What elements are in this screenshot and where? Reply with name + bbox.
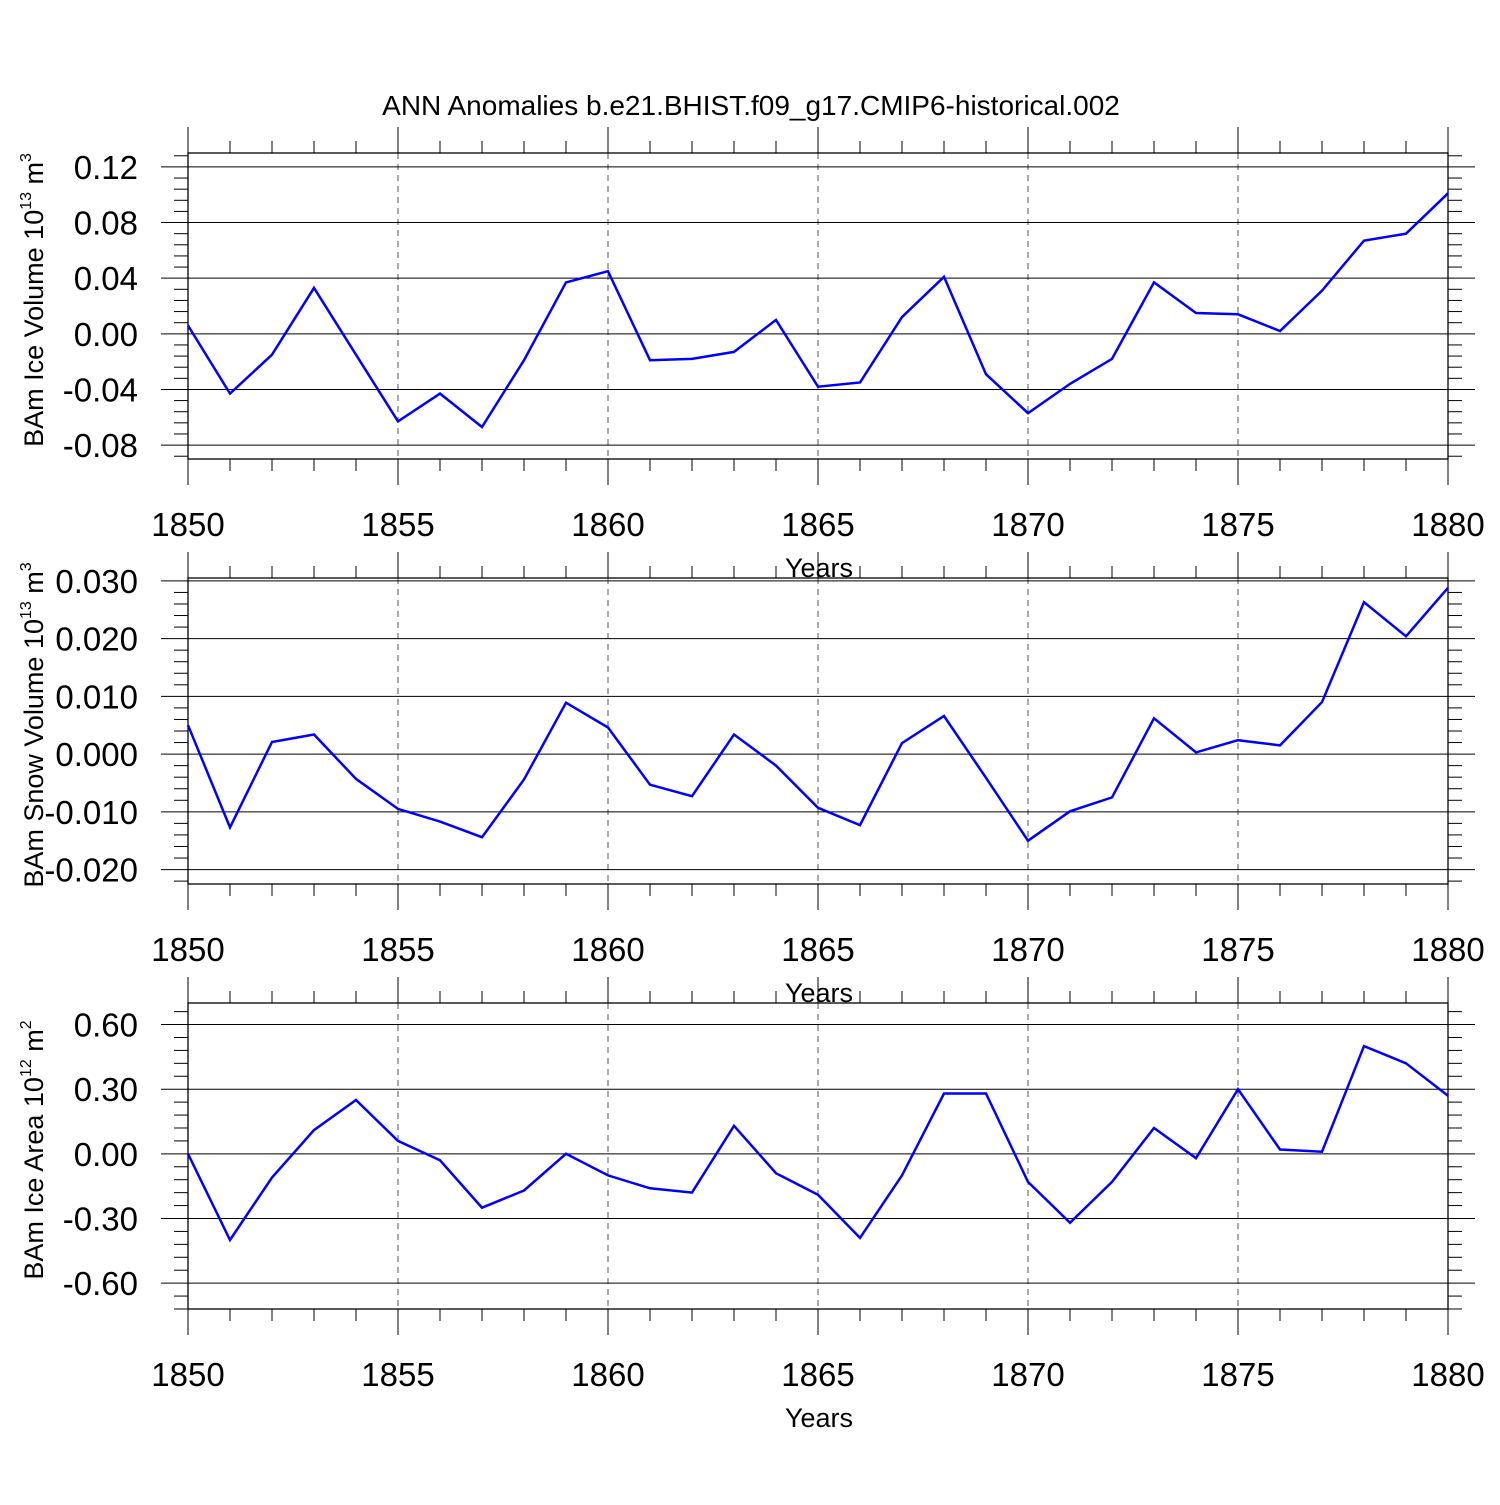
series-line bbox=[186, 1044, 1449, 1243]
y-axis-title: BAm Ice Area 1012 m2 bbox=[18, 1020, 49, 1279]
xtick-label: 1875 bbox=[1201, 931, 1274, 968]
xtick-label: 1870 bbox=[991, 506, 1064, 543]
y-axis-title-part: m bbox=[19, 571, 49, 601]
xtick-label: 1880 bbox=[1411, 506, 1484, 543]
xtick-label: 1880 bbox=[1411, 931, 1484, 968]
y-axis-title-superscript: 3 bbox=[18, 153, 35, 162]
xtick-label: 1860 bbox=[571, 931, 644, 968]
xtick-label: 1865 bbox=[781, 1356, 854, 1393]
ytick-label: -0.30 bbox=[63, 1200, 138, 1237]
ytick-label: 0.010 bbox=[55, 678, 138, 715]
ytick-label: -0.020 bbox=[44, 852, 138, 889]
xtick-label: 1860 bbox=[571, 1356, 644, 1393]
xtick-label: 1850 bbox=[151, 1356, 224, 1393]
y-axis-title-superscript: 13 bbox=[18, 601, 35, 619]
chart-title: ANN Anomalies b.e21.BHIST.f09_g17.CMIP6-… bbox=[382, 90, 1120, 121]
xtick-label: 1855 bbox=[361, 931, 434, 968]
plot-frame bbox=[187, 152, 1449, 460]
xtick-label: 1870 bbox=[991, 931, 1064, 968]
series-line bbox=[186, 586, 1449, 843]
ytick-label: -0.010 bbox=[44, 794, 138, 831]
ytick-label: -0.04 bbox=[63, 371, 138, 408]
panel-2: -0.020 -0.010 0.000 0.010 0.020 0.030 1850 1855… bbox=[18, 552, 1485, 1008]
xtick-label: 1875 bbox=[1201, 1356, 1274, 1393]
ytick-label: 0.00 bbox=[74, 1136, 138, 1173]
xtick-label: 1850 bbox=[151, 931, 224, 968]
y-axis-title-superscript: 3 bbox=[18, 562, 35, 571]
y-axis-title-superscript: 2 bbox=[18, 1020, 35, 1029]
y-axis-title-part: BAm Ice Area 10 bbox=[19, 1077, 49, 1280]
ytick-label: 0.08 bbox=[74, 205, 138, 242]
series-line bbox=[186, 192, 1449, 429]
ytick-label: -0.08 bbox=[63, 427, 138, 464]
plot-frame bbox=[187, 577, 1449, 885]
y-axis-title-superscript: 12 bbox=[18, 1059, 35, 1077]
y-axis-title: BAm Snow Volume 1013 m3 bbox=[18, 562, 49, 887]
y-axis-title: BAm Ice Volume 1013 m3 bbox=[18, 153, 49, 447]
ytick-label: 0.030 bbox=[55, 563, 138, 600]
ytick-label: 0.60 bbox=[74, 1007, 138, 1044]
xtick-label: 1855 bbox=[361, 506, 434, 543]
xtick-label: 1865 bbox=[781, 931, 854, 968]
panel-1: -0.08 -0.04 0.00 0.04 0.08 0.12 1850 1855 1860 18… bbox=[18, 127, 1485, 583]
xtick-label: 1880 bbox=[1411, 1356, 1484, 1393]
ytick-label: 0.04 bbox=[74, 260, 138, 297]
panel-3: -0.60 -0.30 0.00 0.30 0.60 1850 1855 1860 1865 18… bbox=[18, 977, 1485, 1433]
xtick-label: 1870 bbox=[991, 1356, 1064, 1393]
y-axis-title-part: m bbox=[19, 1029, 49, 1059]
y-axis-title-part: BAm Ice Volume 10 bbox=[19, 210, 49, 447]
xtick-label: 1855 bbox=[361, 1356, 434, 1393]
xtick-label: 1875 bbox=[1201, 506, 1274, 543]
ytick-label: 0.30 bbox=[74, 1071, 138, 1108]
y-axis-title-superscript: 13 bbox=[18, 192, 35, 210]
xtick-label: 1865 bbox=[781, 506, 854, 543]
y-axis-title-part: m bbox=[19, 162, 49, 192]
xtick-label: 1850 bbox=[151, 506, 224, 543]
x-axis-title: Years bbox=[785, 1403, 853, 1433]
xtick-label: 1860 bbox=[571, 506, 644, 543]
ytick-label: -0.60 bbox=[63, 1265, 138, 1302]
ytick-label: 0.000 bbox=[55, 736, 138, 773]
ytick-label: 0.00 bbox=[74, 316, 138, 353]
ytick-label: 0.020 bbox=[55, 621, 138, 658]
ytick-label: 0.12 bbox=[74, 149, 138, 186]
y-axis-title-part: BAm Snow Volume 10 bbox=[19, 619, 49, 888]
